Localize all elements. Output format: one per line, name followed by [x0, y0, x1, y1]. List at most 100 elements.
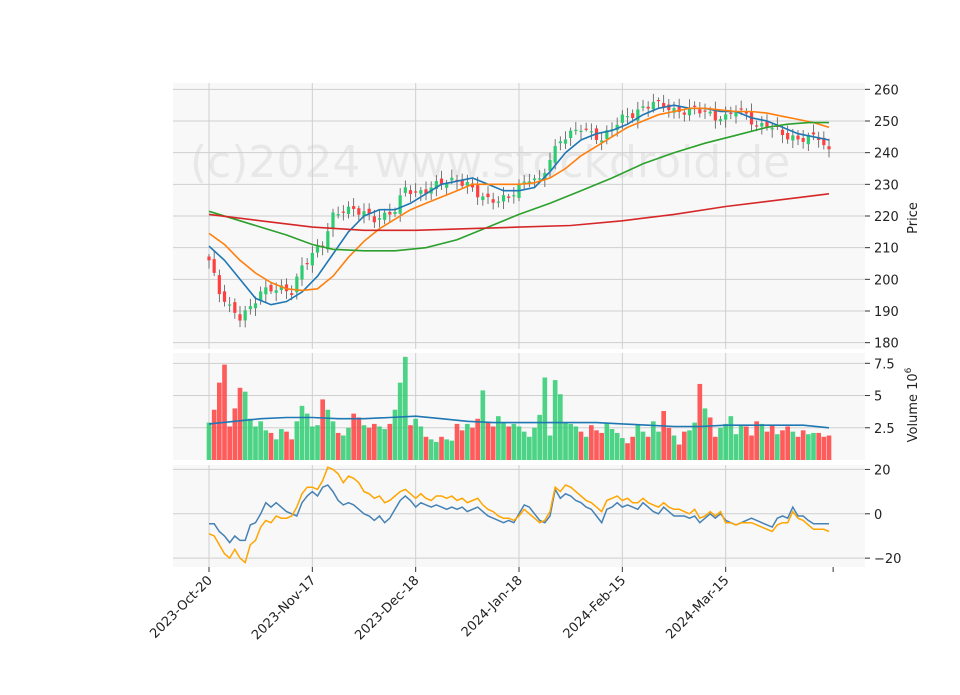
- volume-bar: [614, 432, 620, 460]
- volume-bar: [785, 426, 790, 460]
- volume-bar: [351, 413, 356, 460]
- candle-body: [563, 139, 568, 144]
- candle-body: [724, 114, 728, 120]
- candle-body: [780, 129, 785, 136]
- volume-average-line: [208, 415, 830, 429]
- volume-bar: [320, 399, 325, 460]
- candle-body: [388, 211, 392, 215]
- candle-body: [636, 109, 640, 121]
- volume-bar: [377, 426, 382, 460]
- candle-body: [796, 135, 800, 140]
- candle-body: [465, 181, 469, 186]
- volume-bar: [811, 432, 816, 460]
- candle-body: [212, 259, 216, 273]
- candle-body: [383, 212, 387, 220]
- candle-body: [538, 178, 542, 180]
- candle-body: [434, 181, 438, 189]
- y-tick-label: 7.5: [874, 357, 895, 372]
- volume-bar: [413, 418, 418, 460]
- candle-body: [579, 130, 583, 132]
- y-tick-label: 180: [874, 337, 899, 352]
- volume-bar: [542, 377, 548, 460]
- candle-body: [760, 123, 764, 127]
- volume-bar: [382, 429, 387, 460]
- volume-bar: [392, 409, 398, 460]
- candle-body: [228, 304, 232, 306]
- volume-bar: [589, 425, 594, 460]
- candle-body: [615, 124, 619, 131]
- volume-bar: [754, 421, 759, 460]
- candle-body: [243, 310, 247, 321]
- volume-bar: [573, 426, 579, 460]
- candle-body: [584, 128, 588, 130]
- volume-bar: [635, 425, 641, 460]
- candle-body: [532, 178, 537, 181]
- volume-bar: [800, 430, 806, 460]
- x-tick-label: 2023-Nov-17: [249, 573, 319, 643]
- candle-body: [491, 199, 495, 203]
- volume-bar: [651, 421, 656, 460]
- candle-body: [476, 185, 480, 198]
- y-tick-label: 230: [874, 178, 899, 193]
- candle-body: [512, 195, 516, 197]
- candle-body: [222, 291, 227, 302]
- candle-body: [734, 111, 738, 117]
- candle-body: [631, 113, 635, 119]
- volume-bar: [273, 439, 279, 460]
- volume-bar: [387, 423, 393, 460]
- volume-bar: [279, 429, 284, 460]
- candle-body: [693, 105, 697, 107]
- y-tick-label: 240: [874, 147, 899, 162]
- volume-bar: [707, 417, 713, 460]
- volume-bar: [749, 435, 754, 460]
- volume-bar: [346, 427, 351, 460]
- candle-body: [698, 109, 702, 114]
- volume-bar: [418, 426, 424, 460]
- price-sma-red-line: [208, 193, 830, 232]
- volume-bar: [604, 422, 610, 460]
- volume-bar: [527, 436, 532, 460]
- volume-bar: [816, 432, 821, 460]
- volume-bar: [578, 431, 584, 460]
- candle-body: [811, 132, 816, 135]
- volume-bar: [692, 422, 697, 460]
- candle-body: [548, 159, 552, 171]
- candle-body: [806, 135, 810, 145]
- volume-bar: [237, 387, 243, 460]
- candle-body: [367, 208, 371, 214]
- volume-bar: [206, 422, 212, 460]
- volume-bar: [372, 423, 377, 460]
- volume-bar: [676, 444, 682, 460]
- candle-body: [326, 231, 330, 250]
- candle-body: [791, 135, 795, 141]
- volume-bar: [733, 434, 739, 460]
- candle-body: [300, 265, 304, 280]
- y-tick-label: 260: [874, 83, 899, 98]
- volume-bar: [294, 421, 300, 460]
- candle-body: [445, 183, 449, 188]
- volume-bar: [501, 422, 506, 460]
- volume-bar: [253, 426, 258, 460]
- candle-body: [377, 218, 382, 220]
- candle-body: [295, 276, 299, 293]
- candle-body: [305, 262, 309, 265]
- volume-bar: [537, 414, 542, 460]
- candle-body: [264, 287, 268, 295]
- volume-bar: [434, 441, 439, 460]
- volume-bar: [475, 418, 480, 460]
- volume-bar: [583, 436, 589, 460]
- candle-body: [207, 256, 211, 261]
- volume-bar: [671, 435, 677, 460]
- volume-bar: [697, 383, 703, 460]
- candle-body: [651, 101, 655, 110]
- volume-bar: [666, 427, 672, 460]
- candle-body: [269, 284, 273, 292]
- candle-body: [372, 216, 376, 223]
- volume-bar: [470, 427, 475, 460]
- volume-bar: [459, 430, 465, 460]
- candle-body: [600, 140, 604, 143]
- volume-bar: [558, 394, 563, 460]
- candle-body: [713, 109, 717, 121]
- candle-body: [424, 189, 428, 194]
- candle-body: [346, 206, 351, 215]
